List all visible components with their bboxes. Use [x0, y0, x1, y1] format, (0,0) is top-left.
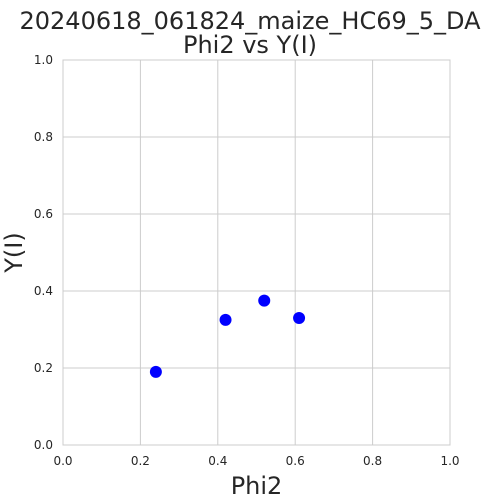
y-tick-label: 0.0 — [34, 438, 53, 452]
chart-title-line-2: Phi2 vs Y(I) — [182, 31, 318, 59]
y-tick-label: 1.0 — [34, 53, 53, 67]
x-tick-label: 1.0 — [440, 454, 459, 468]
y-tick-label: 0.6 — [34, 207, 53, 221]
plot-frame — [62, 59, 451, 446]
data-point — [293, 311, 306, 324]
grid-lines — [62, 59, 451, 446]
x-tick-labels: 0.0 0.2 0.4 0.6 0.8 1.0 — [53, 454, 459, 468]
x-tick-label: 0.8 — [363, 454, 382, 468]
y-tick-label: 0.4 — [34, 284, 53, 298]
x-tick-label: 0.0 — [53, 454, 72, 468]
data-point — [219, 313, 232, 326]
x-tick-label: 0.4 — [208, 454, 227, 468]
data-points — [149, 294, 306, 378]
data-point — [258, 294, 271, 307]
data-point — [149, 365, 162, 378]
y-axis-label: Y(I) — [0, 232, 28, 273]
x-tick-label: 0.6 — [286, 454, 305, 468]
x-tick-label: 0.2 — [131, 454, 150, 468]
x-axis-label: Phi2 — [231, 472, 283, 500]
chart-title-line-1: 20240618_061824_maize_HC69_5_DA — [19, 7, 481, 35]
y-tick-labels: 0.0 0.2 0.4 0.6 0.8 1.0 — [34, 53, 53, 452]
y-tick-label: 0.2 — [34, 361, 53, 375]
y-tick-label: 0.8 — [34, 130, 53, 144]
